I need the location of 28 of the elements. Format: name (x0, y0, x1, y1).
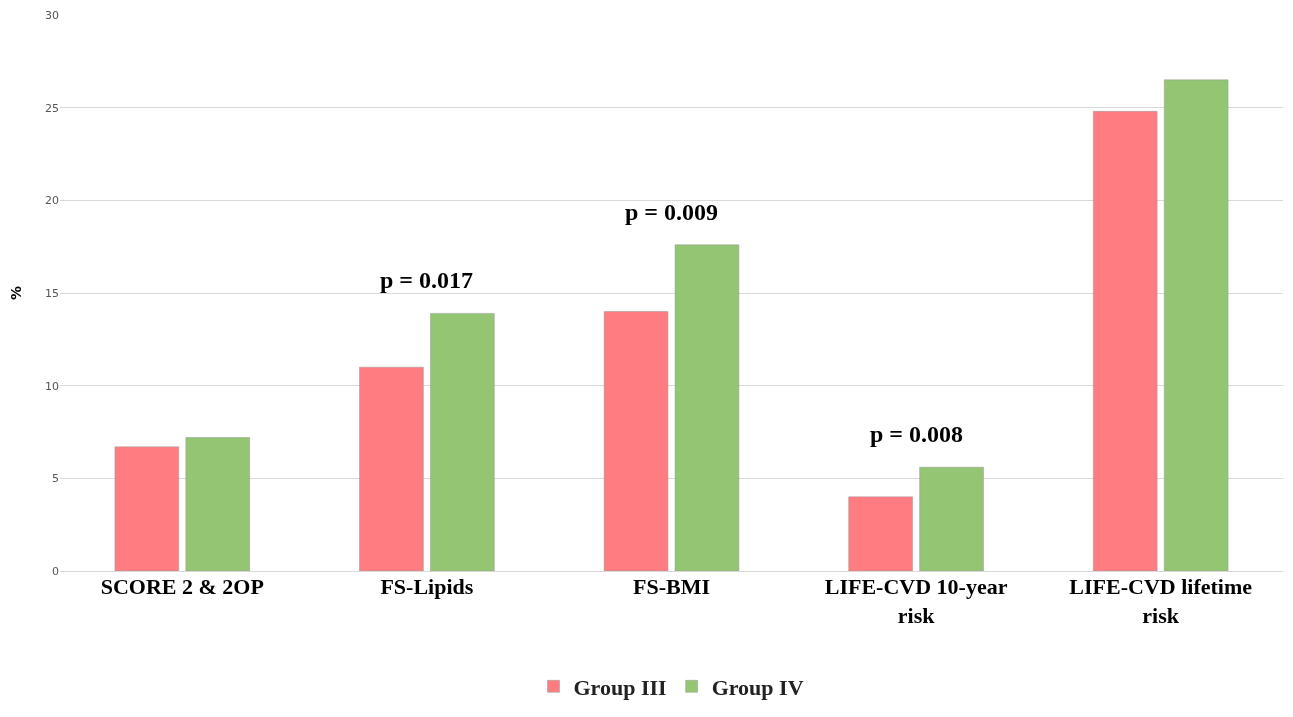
x-tick-label: LIFE-CVD 10-year risk (824, 574, 1008, 628)
x-tick-label: LIFE-CVD lifetime risk (1069, 574, 1253, 628)
bar (1093, 111, 1158, 571)
x-tick-label: FS-Lipids (380, 574, 474, 599)
annotation: p = 0.009 (625, 199, 719, 225)
y-tick-label: 15 (45, 286, 59, 300)
y-tick-label: 20 (45, 194, 59, 208)
y-tick-label: 25 (45, 101, 59, 115)
bar (430, 313, 495, 571)
y-tick-label: 10 (45, 379, 59, 393)
bar (185, 437, 250, 571)
bar (603, 311, 669, 571)
bar (919, 466, 984, 571)
legend-label: Group IV (711, 674, 804, 700)
y-tick-label: 5 (52, 472, 59, 486)
bar (848, 496, 913, 571)
bar (1164, 79, 1229, 571)
y-axis-title: % (7, 285, 24, 301)
y-tick-label: 30 (45, 8, 59, 22)
bar (359, 366, 424, 571)
annotation: p = 0.008 (870, 421, 964, 447)
x-tick-label: SCORE 2 & 2OP (100, 574, 264, 599)
legend-label: Group III (573, 674, 667, 700)
annotation: p = 0.017 (380, 267, 474, 293)
bar (674, 244, 740, 571)
y-tick-label: 0 (52, 564, 59, 578)
x-tick-label: FS-BMI (633, 574, 710, 599)
bar (114, 446, 179, 571)
